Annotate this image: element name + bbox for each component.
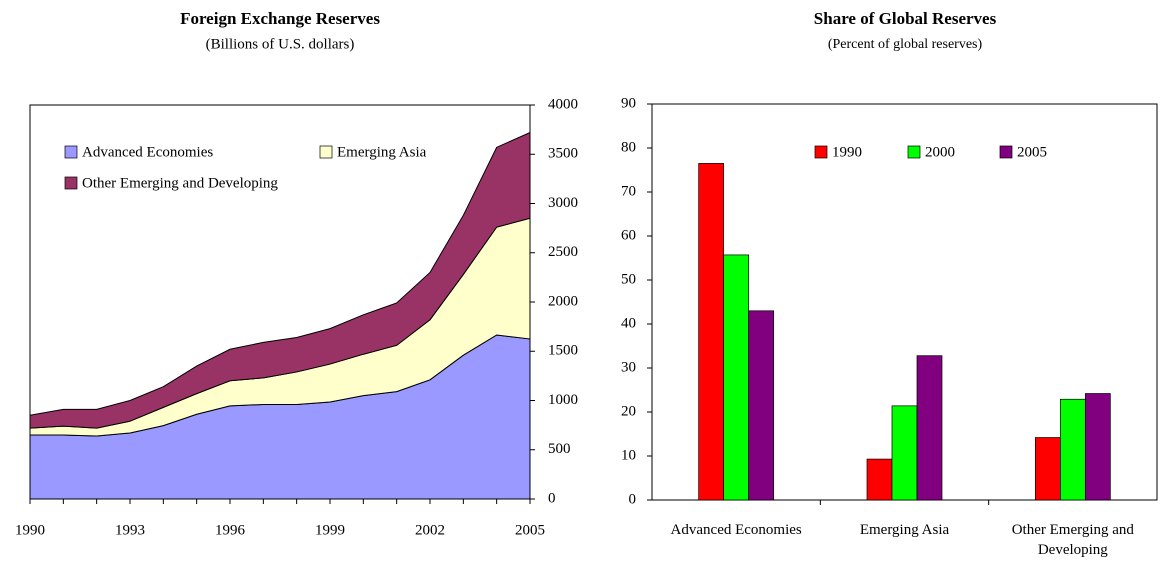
bar <box>698 163 725 501</box>
x-tick-label: Emerging Asia <box>859 522 950 538</box>
legend-swatch <box>64 145 78 159</box>
bar <box>1059 398 1086 501</box>
chart-subtitle: (Percent of global reserves) <box>828 37 983 52</box>
bar <box>748 310 775 501</box>
y-tick-label: 20 <box>621 403 636 419</box>
x-tick-label: 2005 <box>515 522 545 538</box>
y-tick-label: 90 <box>621 95 636 111</box>
bar <box>1034 437 1061 501</box>
legend-label: Advanced Economies <box>82 144 213 160</box>
x-tick-label: 1990 <box>15 522 45 538</box>
chart-title: Share of Global Reserves <box>814 9 997 28</box>
x-tick-label: Advanced Economies <box>670 522 802 538</box>
y-tick-label: 30 <box>621 359 636 375</box>
y-tick-label: 60 <box>621 227 636 243</box>
bar <box>723 254 750 501</box>
y-tick-label: 1500 <box>548 343 578 359</box>
bar <box>916 355 943 501</box>
x-tick-label: 1999 <box>315 522 345 538</box>
y-tick-label: 10 <box>621 447 636 463</box>
legend-label: Other Emerging and Developing <box>82 175 278 191</box>
x-tick-label: Other Emerging and Developing <box>1011 522 1134 558</box>
bar <box>891 405 918 501</box>
y-tick-label: 2000 <box>548 293 578 309</box>
legend-label: 1990 <box>832 144 862 160</box>
bar <box>866 458 893 501</box>
y-tick-label: 70 <box>621 183 636 199</box>
y-tick-label: 1000 <box>548 392 578 408</box>
chart-title: Foreign Exchange Reserves <box>180 9 380 28</box>
y-tick-label: 2500 <box>548 244 578 260</box>
y-tick-label: 40 <box>621 315 636 331</box>
x-tick-label: 1993 <box>115 522 145 538</box>
legend-label: 2005 <box>1017 144 1047 160</box>
legend-swatch <box>814 145 828 159</box>
y-tick-label: 80 <box>621 139 636 155</box>
legend-swatch <box>319 145 333 159</box>
y-tick-label: 500 <box>548 441 571 457</box>
x-tick-label: 1996 <box>215 522 246 538</box>
legend-label: Emerging Asia <box>337 144 427 160</box>
chart-subtitle: (Billions of U.S. dollars) <box>206 36 355 52</box>
legend-swatch <box>64 176 78 190</box>
y-tick-label: 3000 <box>548 195 578 211</box>
y-tick-label: 0 <box>629 491 637 507</box>
bar <box>1084 393 1111 501</box>
legend-swatch <box>999 145 1013 159</box>
legend-label: 2000 <box>925 144 955 160</box>
legend-swatch <box>907 145 921 159</box>
y-tick-label: 3500 <box>548 146 578 162</box>
y-tick-label: 50 <box>621 271 636 287</box>
y-tick-label: 4000 <box>548 96 578 112</box>
x-tick-label: 2002 <box>415 522 445 538</box>
y-tick-label: 0 <box>548 490 556 506</box>
